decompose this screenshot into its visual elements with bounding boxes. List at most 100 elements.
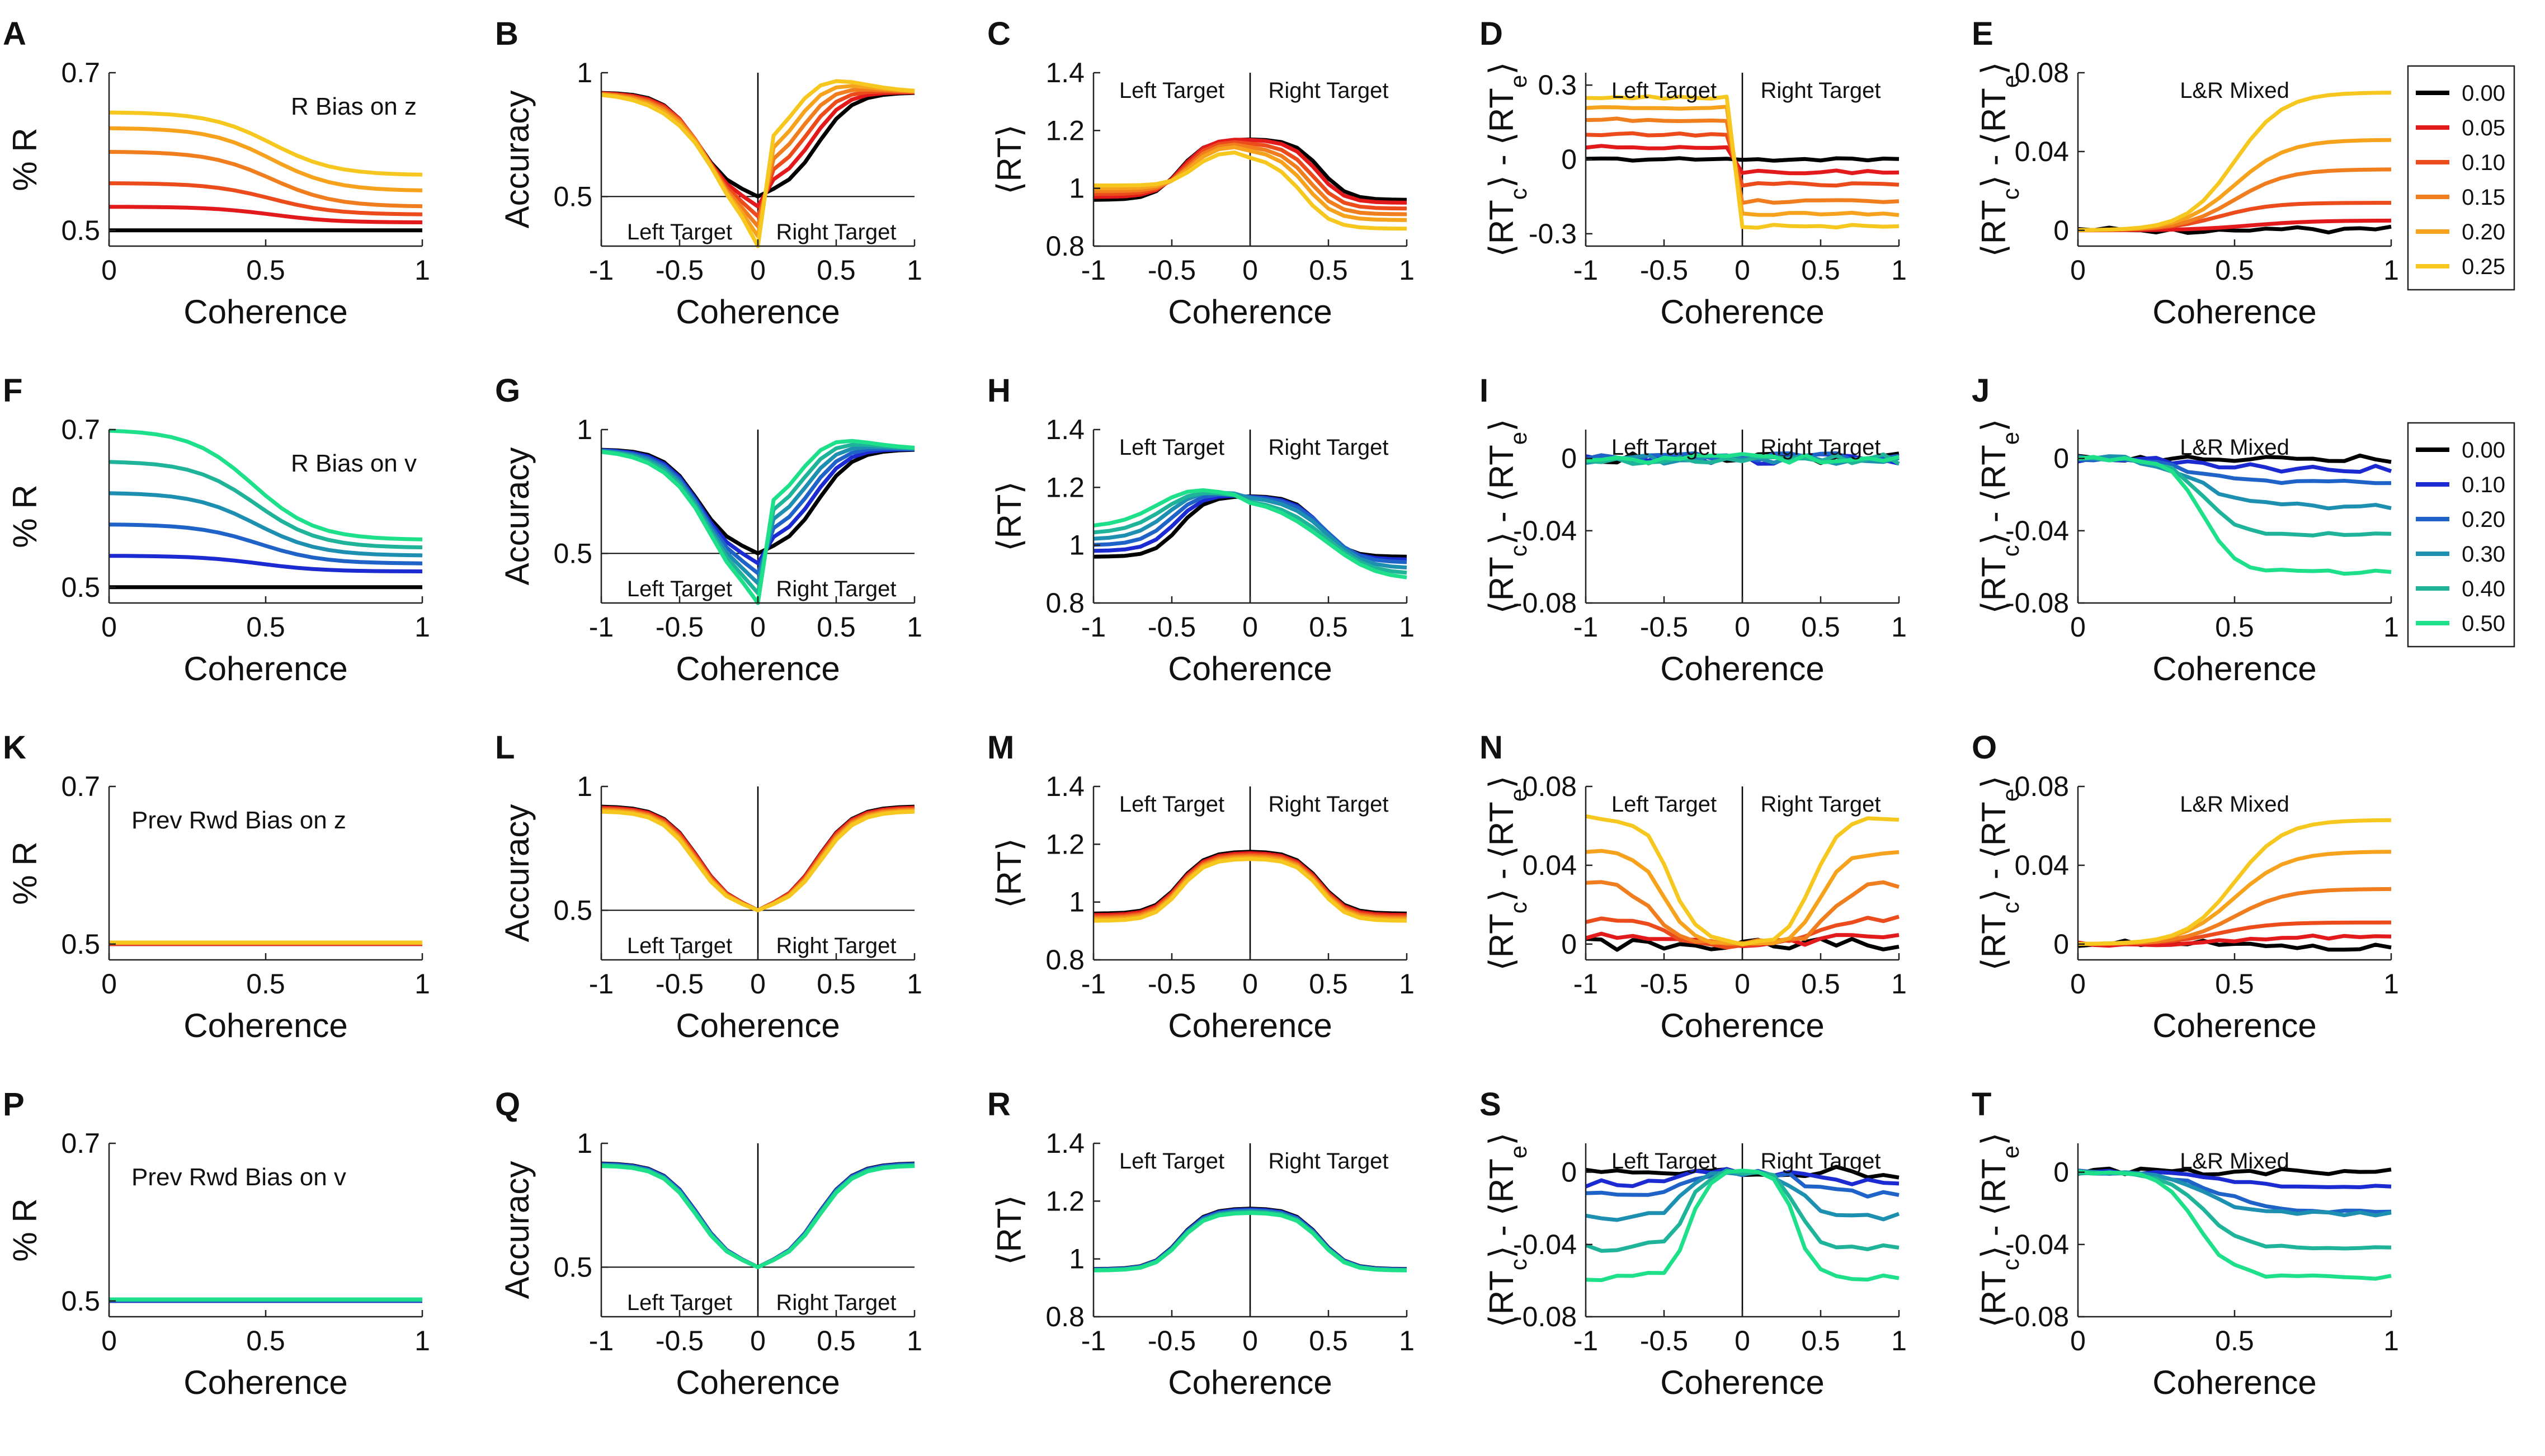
x-tick-label: 1 [2383,1325,2399,1356]
y-tick-label: 1.4 [1045,57,1085,88]
panel-letter: B [495,16,519,52]
panel-letter: D [1479,16,1503,52]
series-line-0.00 [1585,156,1900,163]
panel-letter: L [495,729,515,766]
annotation-right-target: Right Target [1761,78,1881,103]
y-tick-label: 0.7 [61,1128,100,1159]
series-line-0.25 [1094,150,1407,231]
y-tick-label: -0.3 [1529,218,1577,249]
series-line-0.30 [1093,491,1407,570]
x-tick-label: 0.5 [1309,968,1348,1000]
annotation-right-target: Right Target [1761,435,1881,460]
series-line-0.10 [109,181,423,216]
condition-title: R Bias on v [291,450,417,477]
x-tick-label: 0.5 [817,255,856,286]
x-tick-label: -1 [589,611,614,643]
x-tick-label: 0.5 [246,968,285,1000]
x-tick-label: 0 [1735,968,1750,1000]
x-axis-title: Coherence [1660,1007,1825,1044]
x-tick-label: -1 [1573,611,1598,643]
panel-letter: N [1479,729,1503,766]
x-tick-label: 0 [750,611,766,643]
x-tick-label: 1 [907,1325,922,1356]
y-axis-title: Accuracy [498,1161,536,1299]
series-line-0.40 [109,460,423,550]
series-line-0.25 [2077,818,2392,946]
annotation-right-target: Right Target [776,934,897,958]
x-tick-label: 0 [1735,1325,1750,1356]
x-tick-label: 1 [907,968,922,1000]
series-line-0.50 [1093,1211,1407,1273]
x-tick-label: 0 [2070,968,2086,1000]
series-line-0.05 [1585,144,1900,176]
y-tick-label: 0 [1561,443,1577,474]
annotation-left-target: Left Target [627,577,732,601]
x-axis-title: Coherence [676,650,840,687]
series-line-0.50 [109,428,423,541]
x-tick-label: -1 [589,255,614,286]
series-line-0.25 [1585,814,1900,946]
x-axis-title: Coherence [1660,650,1825,687]
x-axis-title: Coherence [676,1364,840,1401]
x-tick-label: 0 [750,255,766,286]
series-line-0.25 [1093,857,1407,923]
series-line-0.20 [109,522,423,566]
series-line-0.10 [1093,140,1407,211]
panel-letter: K [3,729,26,766]
y-tick-label: 0.8 [1045,944,1085,976]
panel-h: H -1 -0.5 0 0.5 1 0.8 1 1.2 1.4 Coherence ⟨RT⟩ Left … [987,373,1415,687]
x-axis-title: Coherence [2152,293,2317,331]
panel-q: Q -1 -0.5 0 0.5 1 0.5 1 Coherence Accuracy Left Ta… [495,1086,922,1401]
x-tick-label: 0 [750,1325,766,1356]
y-tick-label: 0.08 [1523,771,1577,802]
annotation-left-target: Left Target [1611,435,1717,460]
x-tick-label: 0 [101,968,117,1000]
x-axis-title: Coherence [183,1007,348,1044]
x-axis-title: Coherence [183,650,348,687]
x-tick-label: -0.5 [1640,1325,1688,1356]
y-tick-label: -0.08 [2005,1301,2069,1332]
x-tick-label: 1 [1891,968,1907,1000]
x-axis-title: Coherence [1168,1364,1332,1401]
x-tick-label: -0.5 [656,255,704,286]
series-line-0.25 [109,110,423,177]
y-tick-label: 0 [1561,929,1577,960]
y-axis-title: % R [6,841,44,904]
legend-e: 0.00 0.05 0.10 0.15 0.20 0.25 [2407,65,2515,291]
annotation-mixed: L&R Mixed [2180,1149,2289,1174]
y-tick-label: 0.7 [61,57,100,88]
panel-letter: H [987,373,1011,409]
series-line-0.50 [1585,452,1900,465]
x-axis-title: Coherence [1660,293,1825,331]
x-tick-label: 1 [1399,611,1415,643]
panel-letter: A [3,16,26,52]
legend-entry: 0.20 [2462,220,2505,244]
y-tick-label: 1 [577,57,592,88]
x-tick-label: 1 [1891,255,1907,286]
panel-letter: Q [495,1086,520,1123]
x-tick-label: 0 [2070,1325,2086,1356]
annotation-left-target: Left Target [1119,78,1224,103]
x-tick-label: 1 [414,611,430,643]
y-axis-title: Accuracy [498,91,536,229]
x-tick-label: 1 [2383,255,2399,286]
panel-letter: F [3,373,22,409]
y-tick-label: 0.04 [2015,136,2069,167]
y-tick-label: 1 [1069,887,1085,918]
legend-j: 0.00 0.10 0.20 0.30 0.40 0.50 [2407,422,2515,648]
legend-entry: 0.05 [2462,116,2505,140]
y-axis-title: ⟨RTc⟩ - ⟨RTe⟩ [1483,62,1531,257]
y-tick-label: 1 [1069,1243,1085,1275]
x-axis-title: Coherence [2152,650,2317,687]
panel-letter: O [1972,729,1997,766]
y-tick-label: 0 [2053,1157,2069,1188]
x-tick-label: 1 [1399,255,1415,286]
annotation-right-target: Right Target [1761,1149,1881,1174]
annotation-left-target: Left Target [627,1290,732,1315]
y-axis-title: ⟨RT⟩ [991,481,1028,552]
x-tick-label: -0.5 [1148,255,1196,286]
x-tick-label: 0.5 [1309,255,1348,286]
x-tick-label: 1 [414,1325,430,1356]
x-tick-label: 1 [2383,611,2399,643]
